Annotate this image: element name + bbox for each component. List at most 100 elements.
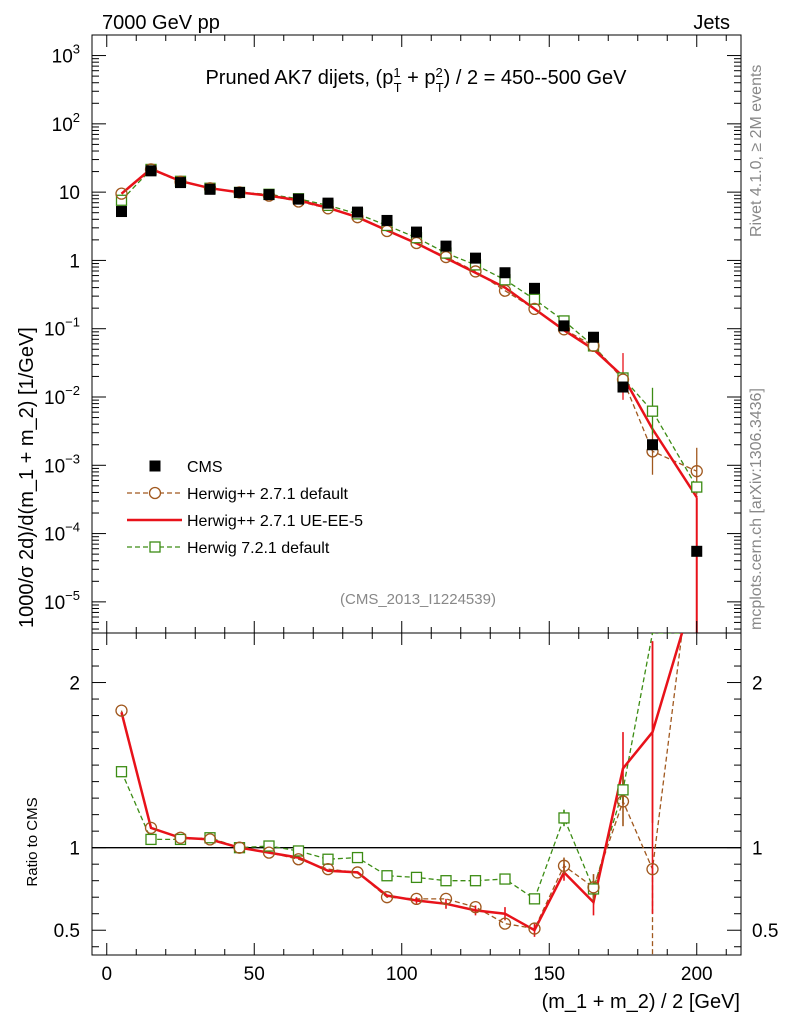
ratio-y-tick-label: 0.5 <box>54 921 80 942</box>
ratio-herwig7-point <box>292 845 305 857</box>
series-line-herwigpp-default <box>121 168 698 472</box>
ratio-herwigpp-default-point <box>469 900 482 914</box>
ratio-herwig7-point <box>558 812 570 824</box>
x-tick-label: 100 <box>386 964 418 985</box>
legend-label: CMS <box>187 459 223 476</box>
ratio-herwig7-point <box>528 893 541 905</box>
cms-point <box>322 197 334 209</box>
cms-point <box>234 186 245 198</box>
herwigpp-default-point <box>528 302 541 316</box>
legend-label: Herwig++ 2.7.1 UE-EE-5 <box>187 513 363 530</box>
y-tick-label: 10−5 <box>44 588 80 614</box>
cms-point <box>116 206 127 218</box>
herwig7-point <box>528 293 541 305</box>
y-tick-label: 103 <box>52 42 80 68</box>
ratio-herwig7-point <box>351 851 364 864</box>
ratio-herwigpp-default-point <box>528 922 541 935</box>
ratio-herwigpp-default-point <box>115 704 128 717</box>
ratio-plot-area: Ratio to CMS 0.5 0.5 1 1 2 2 <box>24 632 778 956</box>
cms-point <box>691 545 703 557</box>
legend-swatch-cms <box>149 460 161 472</box>
header-right-label: Jets <box>693 12 730 34</box>
header-left-label: 7000 GeV pp <box>102 12 220 34</box>
main-series-group <box>115 163 703 633</box>
ratio-line-herwig7 <box>120 633 682 900</box>
ratio-herwigpp-default-point <box>557 859 571 872</box>
ratio-herwigpp-default-point <box>439 892 453 906</box>
cms-point <box>499 267 511 279</box>
ratio-herwigpp-default-point <box>587 881 600 894</box>
x-tick-label: 150 <box>533 964 565 985</box>
cms-point <box>588 331 599 343</box>
plot-title: Pruned AK7 dijets, (p1 T + p2 T) / 2 = 450… <box>205 65 627 95</box>
y-axis-label: 1000/σ 2d)/d(m_1 + m_2) [1/GeV] <box>16 327 38 628</box>
ratio-herwigpp-default-point <box>144 821 158 835</box>
watermark-label: (CMS_2013_I1224539) <box>340 591 496 608</box>
y-tick-label: 10−3 <box>44 451 80 477</box>
legend-swatch-marker <box>149 541 161 553</box>
ratio-y-tick-label: 2 <box>69 674 80 695</box>
herwigpp-default-point <box>115 187 128 200</box>
y-tick-label: 10−2 <box>44 383 80 409</box>
ratio-herwigpp-default-point <box>380 891 394 904</box>
ratio-herwigpp-default-point <box>174 831 187 844</box>
ratio-y-tick-label-right: 1 <box>752 839 763 860</box>
ratio-herwig7-point <box>263 840 275 852</box>
cms-point <box>381 214 393 226</box>
herwigpp-default-point <box>498 284 512 297</box>
mcplots-label: mcplots.cern.ch [arXiv:1306.3436] <box>748 388 765 630</box>
ratio-herwigpp-default-point <box>203 833 217 846</box>
y-tick-label: 10 <box>59 183 80 204</box>
ratio-herwigpp-default-point <box>233 841 246 854</box>
herwig7-point <box>646 405 659 417</box>
cms-point <box>352 206 363 218</box>
ratio-herwig7-point <box>115 766 128 778</box>
x-tick-label: 0 <box>101 964 112 985</box>
ratio-herwig7-point <box>499 873 511 885</box>
legend-swatch-marker <box>148 486 162 500</box>
cms-point <box>470 252 481 264</box>
cms-point <box>175 177 186 189</box>
herwigpp-default-point <box>690 465 703 478</box>
ratio-herwigpp-default-point <box>321 862 335 876</box>
cms-point <box>647 439 658 451</box>
series-line-ueee5 <box>120 167 698 498</box>
ratio-herwig7-point <box>617 784 629 796</box>
herwig7-point <box>115 194 128 206</box>
herwig7-point <box>691 481 703 493</box>
ratio-frame <box>91 632 742 956</box>
ratio-y-axis-label: Ratio to CMS <box>24 797 41 886</box>
ratio-herwigpp-default-point <box>646 862 659 876</box>
y-tick-label: 1 <box>69 251 80 272</box>
cms-point <box>617 381 629 393</box>
ratio-herwig7-point <box>440 875 452 887</box>
ratio-herwigpp-default-point <box>616 795 630 808</box>
legend-label: Herwig 7.2.1 default <box>187 540 330 557</box>
y-tick-label: 10−4 <box>44 520 80 546</box>
x-tick-label: 200 <box>681 964 713 985</box>
legend-label: Herwig++ 2.7.1 default <box>187 486 349 503</box>
ratio-herwigpp-default-point <box>292 853 305 866</box>
x-axis-label: (m_1 + m_2) / 2 [GeV] <box>542 991 740 1013</box>
rivet-label: Rivet 4.1.0, ≥ 2M events <box>748 65 765 237</box>
ratio-y-tick-label-right: 0.5 <box>752 921 778 942</box>
cms-point <box>440 240 452 252</box>
main-plot-area: Pruned AK7 dijets, (p1 T + p2 T) / 2 = 450… <box>16 34 742 634</box>
ratio-herwigpp-default-point <box>262 846 276 859</box>
series-line-herwig7 <box>121 168 698 488</box>
herwigpp-default-point <box>469 265 482 278</box>
cms-point <box>529 282 540 294</box>
ratio-herwig7-point <box>410 871 423 884</box>
cms-point <box>263 189 275 201</box>
cms-point <box>558 320 570 332</box>
cms-point <box>204 183 216 195</box>
x-tick-label: 50 <box>244 964 265 985</box>
ratio-herwig7-point <box>469 875 482 887</box>
ratio-herwig7-point <box>381 870 393 882</box>
y-tick-label: 102 <box>52 110 80 136</box>
cms-point <box>293 193 304 205</box>
legend: CMS Herwig++ 2.7.1 default Herwig++ 2.7.1 … <box>127 459 363 557</box>
y-tick-label: 10−1 <box>44 315 80 341</box>
ratio-herwigpp-default-point <box>410 892 423 906</box>
